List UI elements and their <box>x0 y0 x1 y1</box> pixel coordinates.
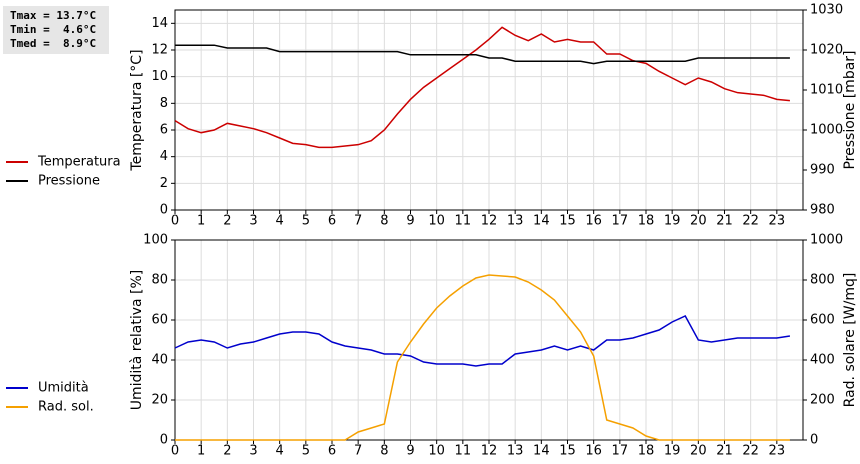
x-tick-label: 18 <box>638 444 655 459</box>
y2-tick-label: 600 <box>810 313 835 328</box>
x-tick-label: 16 <box>585 444 602 459</box>
x-tick-label: 13 <box>507 214 524 229</box>
x-tick-label: 16 <box>585 214 602 229</box>
x-tick-label: 20 <box>690 444 707 459</box>
y-tick-label: 80 <box>151 273 168 288</box>
x-tick-label: 12 <box>481 444 498 459</box>
y2-tick-label: 990 <box>810 163 835 178</box>
y-tick-label: 2 <box>160 176 168 191</box>
x-tick-label: 22 <box>742 214 759 229</box>
y2-tick-label: 980 <box>810 203 835 218</box>
legend-label: Umidità <box>38 381 89 396</box>
legend-label: Rad. sol. <box>38 400 94 415</box>
y2-tick-label: 1020 <box>810 43 843 58</box>
x-tick-label: 12 <box>481 214 498 229</box>
y-tick-label: 20 <box>151 393 168 408</box>
series-line <box>174 315 791 367</box>
y-tick-label: 6 <box>160 123 168 138</box>
stats-box <box>3 6 109 54</box>
x-tick-label: 13 <box>507 444 524 459</box>
x-tick-label: 7 <box>354 444 362 459</box>
x-tick-label: 15 <box>559 444 576 459</box>
x-tick-label: 17 <box>612 444 629 459</box>
y-axis-label: Umidità relativa [%] <box>129 270 145 411</box>
x-tick-label: 7 <box>354 214 362 229</box>
x-tick-label: 4 <box>276 214 284 229</box>
y2-tick-label: 200 <box>810 393 835 408</box>
x-tick-label: 23 <box>769 444 786 459</box>
x-tick-label: 21 <box>716 214 733 229</box>
x-tick-label: 8 <box>380 214 388 229</box>
x-tick-label: 17 <box>612 214 629 229</box>
x-tick-label: 14 <box>533 214 550 229</box>
stat: Tmax = 13.7°C <box>10 9 96 22</box>
x-tick-label: 22 <box>742 444 759 459</box>
series-line <box>175 274 790 441</box>
x-tick-label: 10 <box>428 214 445 229</box>
x-tick-label: 5 <box>302 214 310 229</box>
y-tick-label: 4 <box>160 149 168 164</box>
x-tick-label: 19 <box>664 214 681 229</box>
y2-axis-label: Pressione [mbar] <box>842 50 858 169</box>
x-tick-label: 1 <box>197 444 205 459</box>
x-tick-label: 19 <box>664 444 681 459</box>
x-tick-label: 21 <box>716 444 733 459</box>
x-tick-label: 1 <box>197 214 205 229</box>
plot-frame <box>174 9 804 211</box>
y-tick-label: 0 <box>160 203 168 218</box>
y-tick-label: 0 <box>160 433 168 448</box>
y-tick-label: 60 <box>151 313 168 328</box>
y2-tick-label: 800 <box>810 273 835 288</box>
stat: Tmin = 4.6°C <box>10 23 96 36</box>
y-tick-label: 14 <box>151 16 168 31</box>
x-tick-label: 9 <box>406 214 414 229</box>
x-tick-label: 3 <box>249 444 257 459</box>
x-tick-label: 18 <box>638 214 655 229</box>
y-tick-label: 10 <box>151 69 168 84</box>
y2-tick-label: 1000 <box>810 123 843 138</box>
y2-axis-label: Rad. solare [W/mq] <box>842 273 858 408</box>
x-tick-label: 3 <box>249 214 257 229</box>
plot-frame <box>174 239 804 441</box>
x-tick-label: 2 <box>223 444 231 459</box>
x-tick-label: 0 <box>171 214 179 229</box>
stat: Tmed = 8.9°C <box>10 37 96 50</box>
x-tick-label: 20 <box>690 214 707 229</box>
y2-tick-label: 1000 <box>810 233 843 248</box>
x-tick-label: 2 <box>223 214 231 229</box>
x-tick-label: 15 <box>559 214 576 229</box>
x-tick-label: 5 <box>302 444 310 459</box>
x-tick-label: 0 <box>171 444 179 459</box>
y-tick-label: 100 <box>143 233 168 248</box>
y2-tick-label: 1010 <box>810 83 843 98</box>
x-tick-label: 10 <box>428 444 445 459</box>
series-line <box>174 26 790 149</box>
y-tick-label: 8 <box>160 96 168 111</box>
series-line <box>175 44 790 65</box>
x-tick-label: 6 <box>328 444 336 459</box>
y-tick-label: 40 <box>151 353 168 368</box>
y2-tick-label: 0 <box>810 433 818 448</box>
x-tick-label: 11 <box>455 444 472 459</box>
legend-label: Pressione <box>38 174 100 189</box>
x-tick-label: 14 <box>533 444 550 459</box>
y2-tick-label: 1030 <box>810 3 843 18</box>
x-tick-label: 6 <box>328 214 336 229</box>
y-tick-label: 12 <box>151 43 168 58</box>
legend-label: Temperatura <box>37 155 121 170</box>
x-tick-label: 8 <box>380 444 388 459</box>
y-axis-label: Temperatura [°C] <box>129 49 145 171</box>
x-tick-label: 23 <box>769 214 786 229</box>
x-tick-label: 4 <box>276 444 284 459</box>
x-tick-label: 9 <box>406 444 414 459</box>
x-tick-label: 11 <box>455 214 472 229</box>
y2-tick-label: 400 <box>810 353 835 368</box>
